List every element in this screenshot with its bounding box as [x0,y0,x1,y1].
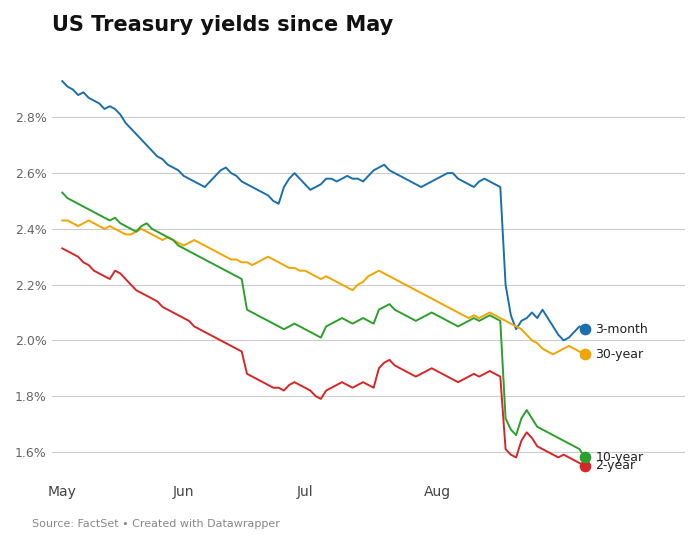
Point [579,462,590,470]
Text: 10-year: 10-year [595,451,643,464]
Text: Source: FactSet • Created with Datawrapper: Source: FactSet • Created with Datawrapp… [32,519,279,529]
Text: 3-month: 3-month [595,323,648,335]
Text: 30-year: 30-year [595,348,643,361]
Point [579,325,590,333]
Text: US Treasury yields since May: US Treasury yields since May [52,15,393,35]
Point [579,350,590,358]
Point [579,453,590,462]
Text: 2-year: 2-year [595,460,636,472]
